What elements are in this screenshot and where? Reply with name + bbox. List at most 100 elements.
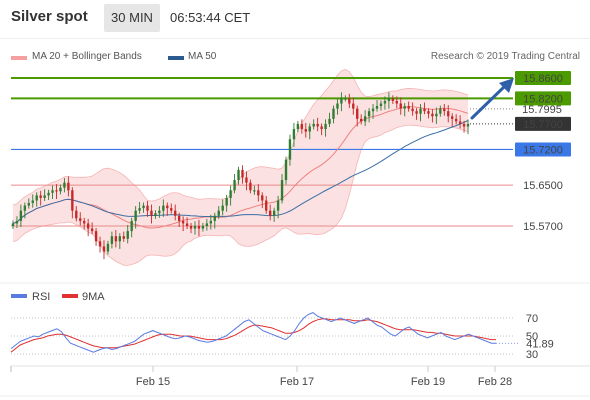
candle-body	[395, 100, 398, 104]
candle-body	[130, 220, 133, 232]
candle-body	[399, 103, 402, 109]
candle-body	[280, 180, 284, 201]
candle-body	[272, 210, 276, 216]
ma50-line	[12, 120, 469, 224]
candle-body	[201, 226, 205, 229]
candle-body	[249, 182, 252, 191]
candle-body	[268, 210, 272, 216]
candle-body	[316, 123, 319, 127]
candle-body	[403, 106, 406, 109]
candle-body	[312, 123, 315, 127]
candle-body	[158, 210, 161, 214]
candle-body	[296, 123, 300, 130]
level-label-3: 15.7700	[523, 119, 563, 131]
candle-body	[340, 98, 343, 104]
candle-body	[371, 108, 375, 112]
candle-body	[300, 123, 304, 130]
forecast-arrow-head	[499, 78, 514, 93]
candle-body	[407, 106, 410, 109]
ma20-legend-swatch	[11, 56, 27, 60]
candle-body	[462, 123, 466, 127]
candle-body	[15, 220, 19, 224]
candle-body	[122, 236, 125, 239]
candle-body	[146, 205, 149, 211]
candle-body	[308, 126, 311, 132]
candle-body	[98, 241, 102, 247]
candle-body	[411, 108, 414, 112]
candle-body	[265, 200, 268, 211]
candle-body	[454, 118, 458, 122]
candle-body	[185, 223, 189, 226]
level-label-box-5	[515, 178, 571, 193]
candle-body	[241, 169, 244, 178]
candle-body	[181, 220, 185, 224]
candle-body	[253, 190, 256, 192]
rsi-ma-line	[10, 318, 496, 353]
timeframe-selector[interactable]: 30 MIN	[104, 4, 160, 32]
candle-body	[102, 246, 106, 252]
candle-body	[415, 111, 418, 114]
candle-body	[276, 200, 280, 211]
candle-body	[435, 113, 438, 117]
candle-body	[189, 226, 193, 229]
level-label-6: 15.5700	[523, 221, 563, 233]
x-tick-label-1: Feb 17	[280, 376, 314, 388]
level-label-box-1	[515, 91, 571, 106]
candle-body	[284, 159, 288, 181]
candle-body	[90, 228, 94, 232]
x-tick-label-0: Feb 15	[136, 376, 170, 388]
candle-body	[142, 205, 145, 209]
candle-body	[233, 180, 236, 191]
candle-body	[126, 231, 129, 239]
candle-body	[383, 100, 387, 104]
rsi-tick-50: 50	[526, 331, 538, 343]
candle-body	[288, 139, 292, 160]
level-label-4: 15.7200	[523, 144, 563, 156]
candle-body	[170, 208, 173, 211]
candle-body	[110, 236, 114, 244]
chart-legend: MA 20 + Bollinger Bands MA 50 Research ©…	[0, 50, 590, 66]
level-label-2: 15.7995	[522, 104, 562, 116]
candle-body	[138, 208, 141, 211]
candle-body	[363, 116, 367, 122]
candle-body	[205, 223, 209, 226]
timestamp: 06:53:44 CET	[170, 10, 251, 25]
candle-body	[11, 223, 15, 226]
rsi-ma-legend-swatch	[62, 294, 78, 298]
rsi-tick-30: 30	[526, 349, 538, 361]
candle-body	[47, 192, 50, 196]
candle-body	[217, 210, 220, 216]
candle-body	[154, 213, 157, 216]
candle-body	[114, 236, 118, 242]
candle-body	[134, 210, 137, 221]
rsi-legend-swatch	[11, 294, 27, 298]
candle-body	[174, 210, 177, 216]
level-label-1: 15.8200	[523, 93, 563, 105]
candle-body	[261, 195, 264, 201]
candle-body	[229, 190, 232, 198]
candle-body	[447, 111, 450, 117]
candle-body	[59, 187, 62, 192]
candle-body	[27, 203, 30, 206]
research-credit: Research © 2019 Trading Central	[430, 51, 580, 62]
candle-body	[245, 177, 248, 183]
ma20-legend-label: MA 20 + Bollinger Bands	[32, 51, 142, 62]
candle-body	[83, 220, 86, 224]
candle-body	[23, 205, 27, 211]
level-label-box-4	[515, 142, 571, 157]
candle-body	[63, 182, 66, 188]
rsi-tick-70: 70	[526, 313, 538, 325]
candle-body	[177, 215, 181, 221]
instrument-title: Silver spot	[11, 8, 88, 25]
candle-body	[166, 205, 169, 209]
level-label-5: 15.6500	[523, 180, 563, 192]
candle-body	[336, 103, 339, 109]
candle-body	[225, 197, 228, 206]
x-tick-label-2: Feb 19	[411, 376, 445, 388]
candle-body	[304, 129, 307, 132]
candle-body	[439, 108, 442, 114]
candle-body	[431, 113, 434, 117]
